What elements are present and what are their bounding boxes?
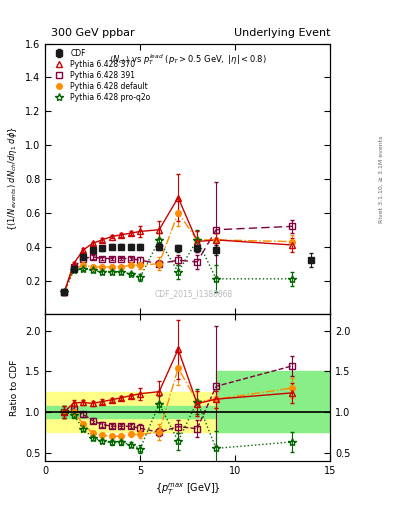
Pythia 6.428 370 bbox=[157, 227, 162, 233]
Pythia 6.428 370 bbox=[176, 195, 180, 201]
Pythia 6.428 pro-q2o bbox=[81, 266, 86, 272]
Pythia 6.428 391 bbox=[290, 223, 294, 229]
Pythia 6.428 pro-q2o bbox=[138, 274, 143, 280]
Bar bbox=[216, 371, 330, 432]
Pythia 6.428 370 bbox=[119, 232, 123, 238]
X-axis label: $\{p_T^{max}$ [GeV]$\}$: $\{p_T^{max}$ [GeV]$\}$ bbox=[155, 481, 220, 497]
Pythia 6.428 370 bbox=[90, 240, 95, 246]
Pythia 6.428 default bbox=[62, 289, 66, 295]
Line: Pythia 6.428 370: Pythia 6.428 370 bbox=[61, 195, 295, 295]
Pythia 6.428 391 bbox=[176, 257, 180, 263]
Pythia 6.428 391 bbox=[62, 289, 66, 295]
Pythia 6.428 pro-q2o bbox=[90, 267, 95, 273]
Pythia 6.428 391 bbox=[100, 255, 105, 262]
Pythia 6.428 default bbox=[195, 237, 200, 243]
Bar bbox=[216, 392, 330, 432]
Pythia 6.428 391 bbox=[119, 255, 123, 262]
Pythia 6.428 391 bbox=[214, 227, 219, 233]
Pythia 6.428 391 bbox=[72, 264, 76, 270]
Pythia 6.428 391 bbox=[81, 255, 86, 262]
Pythia 6.428 default bbox=[72, 266, 76, 272]
Pythia 6.428 391 bbox=[157, 261, 162, 267]
Pythia 6.428 pro-q2o bbox=[72, 267, 76, 273]
Pythia 6.428 pro-q2o bbox=[176, 269, 180, 275]
Text: Rivet 3.1.10, ≥ 3.1M events: Rivet 3.1.10, ≥ 3.1M events bbox=[379, 135, 384, 223]
Pythia 6.428 391 bbox=[129, 255, 133, 262]
Pythia 6.428 pro-q2o bbox=[290, 276, 294, 282]
Line: Pythia 6.428 default: Pythia 6.428 default bbox=[61, 210, 295, 295]
Pythia 6.428 default bbox=[100, 264, 105, 270]
Text: Underlying Event: Underlying Event bbox=[233, 28, 330, 38]
Pythia 6.428 pro-q2o bbox=[109, 269, 114, 275]
Pythia 6.428 default bbox=[109, 264, 114, 270]
Pythia 6.428 default bbox=[138, 262, 143, 268]
Pythia 6.428 default bbox=[214, 237, 219, 243]
Pythia 6.428 391 bbox=[138, 257, 143, 263]
Pythia 6.428 pro-q2o bbox=[100, 269, 105, 275]
Pythia 6.428 pro-q2o bbox=[129, 271, 133, 277]
Pythia 6.428 default bbox=[157, 261, 162, 267]
Bar bbox=[45, 392, 216, 432]
Line: Pythia 6.428 391: Pythia 6.428 391 bbox=[61, 224, 295, 295]
Legend: CDF, Pythia 6.428 370, Pythia 6.428 391, Pythia 6.428 default, Pythia 6.428 pro-: CDF, Pythia 6.428 370, Pythia 6.428 391,… bbox=[49, 47, 152, 103]
Pythia 6.428 default bbox=[119, 264, 123, 270]
Pythia 6.428 370 bbox=[214, 237, 219, 243]
Pythia 6.428 pro-q2o bbox=[195, 237, 200, 243]
Text: 300 GeV ppbar: 300 GeV ppbar bbox=[51, 28, 135, 38]
Text: CDF_2015_I1388868: CDF_2015_I1388868 bbox=[154, 289, 233, 298]
Pythia 6.428 default bbox=[90, 264, 95, 270]
Pythia 6.428 default bbox=[176, 210, 180, 216]
Pythia 6.428 default bbox=[290, 239, 294, 245]
Pythia 6.428 370 bbox=[72, 261, 76, 267]
Text: $\langle N_{ch}\rangle$ vs $p_T^{lead}\ (p_T > 0.5\ \mathrm{GeV},\ |\eta| < 0.8): $\langle N_{ch}\rangle$ vs $p_T^{lead}\ … bbox=[109, 52, 266, 67]
Pythia 6.428 370 bbox=[138, 228, 143, 234]
Y-axis label: Ratio to CDF: Ratio to CDF bbox=[10, 359, 19, 416]
Pythia 6.428 pro-q2o bbox=[214, 276, 219, 282]
Pythia 6.428 pro-q2o bbox=[157, 237, 162, 243]
Pythia 6.428 370 bbox=[109, 233, 114, 240]
Pythia 6.428 370 bbox=[129, 230, 133, 236]
Pythia 6.428 391 bbox=[195, 259, 200, 265]
Pythia 6.428 370 bbox=[195, 239, 200, 245]
Pythia 6.428 370 bbox=[81, 247, 86, 253]
Pythia 6.428 370 bbox=[62, 289, 66, 295]
Pythia 6.428 default bbox=[81, 262, 86, 268]
Pythia 6.428 370 bbox=[290, 242, 294, 248]
Y-axis label: $\{(1/N_{events})\ dN_{ch}/d\eta_1\ d\phi\}$: $\{(1/N_{events})\ dN_{ch}/d\eta_1\ d\ph… bbox=[6, 126, 19, 231]
Pythia 6.428 pro-q2o bbox=[62, 289, 66, 295]
Pythia 6.428 391 bbox=[109, 255, 114, 262]
Pythia 6.428 pro-q2o bbox=[119, 269, 123, 275]
Pythia 6.428 default bbox=[129, 262, 133, 268]
Pythia 6.428 391 bbox=[90, 254, 95, 260]
Line: Pythia 6.428 pro-q2o: Pythia 6.428 pro-q2o bbox=[60, 236, 296, 296]
Pythia 6.428 370 bbox=[100, 237, 105, 243]
Bar bbox=[45, 407, 216, 418]
